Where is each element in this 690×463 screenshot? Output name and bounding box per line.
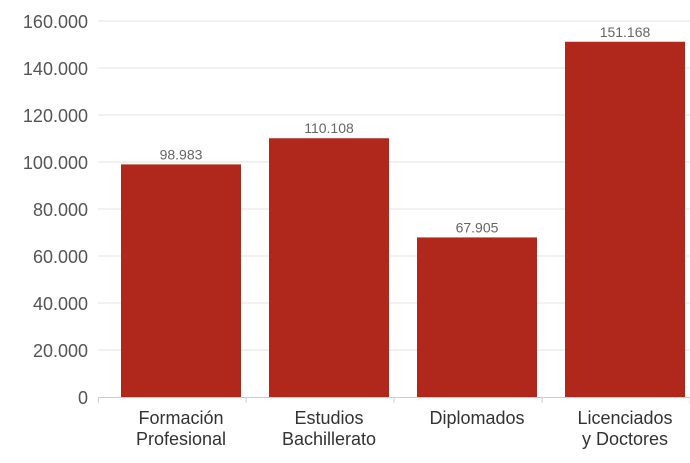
x-category-label-line: y Doctores bbox=[582, 429, 668, 449]
bar-value-label: 110.108 bbox=[304, 120, 354, 136]
bar-value-label: 151.168 bbox=[600, 24, 651, 40]
y-tick-label: 160.000 bbox=[23, 12, 88, 32]
bars bbox=[121, 41, 685, 398]
x-category-label: Formación Profesional bbox=[136, 408, 226, 449]
bar bbox=[121, 164, 241, 397]
x-category-label-line: Estudios bbox=[294, 408, 363, 428]
x-category-label: Diplomados bbox=[429, 408, 524, 428]
x-category-label: Estudios Bachillerato bbox=[282, 408, 376, 449]
x-axis-category-labels: Formación Profesional Estudios Bachillerato… bbox=[136, 408, 673, 449]
x-category-label-line: Formación bbox=[138, 408, 223, 428]
x-axis bbox=[98, 397, 690, 403]
y-tick-label: 120.000 bbox=[23, 106, 88, 126]
x-category-label-line: Licenciados bbox=[577, 408, 672, 428]
bar-value-label: 67.905 bbox=[456, 219, 499, 235]
x-category-label-line: Bachillerato bbox=[282, 429, 376, 449]
y-axis-tick-labels: 0 20.000 40.000 60.000 80.000 100.000 120.000 1… bbox=[23, 12, 88, 408]
y-tick-label: 100.000 bbox=[23, 153, 88, 173]
x-category-label: Licenciados y Doctores bbox=[577, 408, 672, 449]
data-labels: 98.983 110.108 67.905 151.168 bbox=[160, 24, 651, 236]
bar bbox=[417, 237, 537, 397]
y-tick-label: 40.000 bbox=[33, 294, 88, 314]
bar bbox=[269, 138, 389, 397]
bar-value-label: 98.983 bbox=[160, 146, 203, 162]
y-tick-label: 60.000 bbox=[33, 247, 88, 267]
bar bbox=[565, 41, 685, 398]
x-category-label-line: Diplomados bbox=[429, 408, 524, 428]
x-category-label-line: Profesional bbox=[136, 429, 226, 449]
y-tick-label: 140.000 bbox=[23, 59, 88, 79]
y-tick-label: 80.000 bbox=[33, 200, 88, 220]
y-tick-label: 20.000 bbox=[33, 341, 88, 361]
y-tick-label: 0 bbox=[78, 388, 88, 408]
